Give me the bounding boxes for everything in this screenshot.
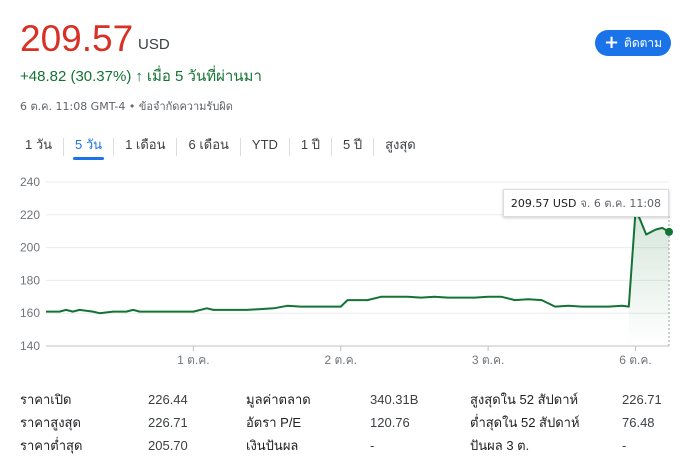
stat-label: ปันผล 3 ต.: [470, 438, 530, 453]
tab-5-days[interactable]: 5 วัน: [64, 134, 113, 160]
tooltip-value: 209.57 USD: [510, 196, 577, 210]
tooltip-time: จ. 6 ต.ค. 11:08: [580, 197, 662, 210]
y-tick-label: 240: [20, 175, 40, 189]
series-line: [46, 210, 670, 315]
stat-label: มูลค่าตลาด: [246, 392, 311, 407]
stat-label: อัตรา P/E: [246, 415, 302, 430]
x-tick-label: 3 ต.ค.: [472, 353, 505, 367]
tab-divider: [113, 138, 115, 156]
tab-1-year[interactable]: 1 ปี: [300, 137, 320, 152]
tab-max[interactable]: สูงสุด: [385, 137, 416, 152]
stats-row: ราคาต่ำสุด 205.70 เงินปันผล - ปันผล 3 ต.…: [20, 434, 662, 457]
tab-1-day[interactable]: 1 วัน: [25, 137, 53, 152]
change-period: เมื่อ 5 วันที่ผ่านมา: [146, 68, 262, 85]
x-tick-label: 6 ต.ค.: [619, 353, 652, 367]
change-value: +48.82 (30.37%): [20, 67, 132, 85]
series-area: [628, 211, 669, 346]
tab-ytd[interactable]: YTD: [251, 137, 278, 152]
stat-value: 226.71: [148, 415, 188, 430]
stats-row: ราคาเปิด 226.44 มูลค่าตลาด 340.31B สูงสุ…: [20, 388, 662, 411]
separator-dot: •: [128, 100, 136, 113]
tab-divider: [288, 138, 290, 156]
stat-value: -: [370, 438, 375, 453]
disclaimer-link[interactable]: ข้อจำกัดความรับผิด: [138, 100, 233, 113]
current-point: [665, 227, 673, 236]
tab-6-months[interactable]: 6 เดือน: [188, 137, 229, 152]
stat-value: 76.48: [622, 415, 655, 430]
tab-1-month[interactable]: 1 เดือน: [125, 137, 166, 152]
y-tick-label: 180: [20, 273, 40, 287]
stat-value: 226.44: [148, 392, 188, 407]
stat-value: 120.76: [370, 415, 410, 430]
plus-icon: +: [603, 32, 620, 53]
tab-divider: [176, 138, 178, 156]
stat-value: 340.31B: [370, 392, 419, 407]
arrow-up-icon: ↑: [135, 67, 143, 85]
currency-label: USD: [138, 36, 170, 53]
y-tick-label: 200: [20, 241, 40, 255]
stat-value: -: [622, 438, 627, 453]
price-chart[interactable]: 240 220 200 180 160 140 1 ต.ค. 2 ต.ค. 3 ต.ค. 6 ต.…: [0, 170, 699, 375]
y-tick-label: 160: [20, 306, 40, 320]
stat-label: ราคาสูงสุด: [20, 415, 81, 430]
stat-label: ราคาต่ำสุด: [20, 438, 83, 453]
tab-divider: [239, 138, 241, 156]
tab-divider: [63, 138, 65, 156]
stat-label: ต่ำสุดใน 52 สัปดาห์: [470, 415, 580, 430]
follow-button[interactable]: + ติดตาม: [595, 30, 671, 56]
stat-value: 205.70: [148, 438, 188, 453]
stats-row: ราคาสูงสุด 226.71 อัตรา P/E 120.76 ต่ำสุ…: [20, 411, 662, 434]
y-tick-label: 140: [20, 339, 40, 353]
stat-label: เงินปันผล: [246, 438, 299, 453]
timestamp: 6 ต.ค. 11:08 GMT-4: [20, 100, 126, 113]
timestamp-line: 6 ต.ค. 11:08 GMT-4 • ข้อจำกัดความรับผิด: [20, 97, 233, 115]
y-tick-label: 220: [20, 208, 40, 222]
key-stats: ราคาเปิด 226.44 มูลค่าตลาด 340.31B สูงสุ…: [20, 388, 680, 457]
follow-label: ติดตาม: [624, 35, 663, 50]
range-tabs: 1 วัน 5 วัน 1 เดือน 6 เดือน YTD 1 ปี 5 ป…: [14, 134, 427, 160]
tab-divider: [331, 138, 332, 156]
stat-value: 226.71: [622, 392, 662, 407]
x-tick-label: 1 ต.ค.: [177, 353, 210, 367]
tab-divider: [373, 138, 375, 156]
stock-price: 209.57: [20, 18, 134, 59]
stat-label: สูงสุดใน 52 สัปดาห์: [470, 392, 579, 407]
x-tick-label: 2 ต.ค.: [325, 353, 358, 367]
stat-label: ราคาเปิด: [20, 392, 72, 407]
price-change: +48.82 (30.37%) ↑ เมื่อ 5 วันที่ผ่านมา: [20, 64, 262, 88]
chart-tooltip: 209.57 USD จ. 6 ต.ค. 11:08: [503, 189, 669, 217]
tab-5-years[interactable]: 5 ปี: [343, 137, 363, 152]
